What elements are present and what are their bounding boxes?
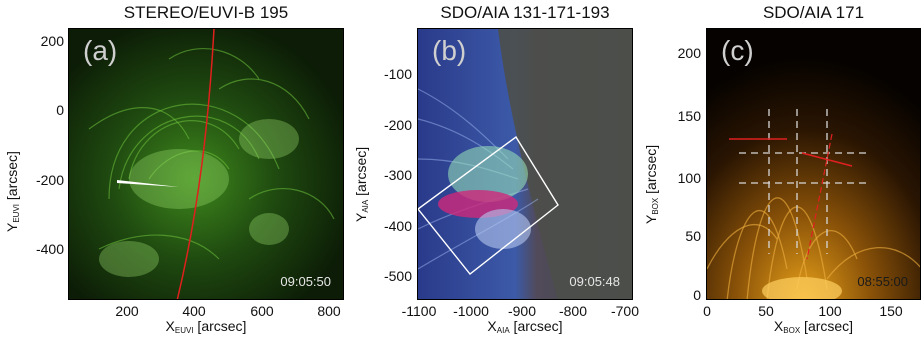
- panel-c-image: (c) 08:55:00: [706, 28, 921, 300]
- panel-c-ytick: 50: [685, 228, 701, 244]
- panel-c-ytick: 150: [677, 108, 701, 124]
- panel-b-timestamp: 09:05:48: [569, 274, 620, 289]
- panel-b-xlabel: XAIA [arcsec]: [487, 318, 563, 335]
- panel-a-xtick: 800: [317, 303, 341, 319]
- panel-a-xtick: 400: [182, 303, 206, 319]
- panel-b-xtick: -800: [558, 303, 588, 319]
- panel-b-ytick: -300: [383, 167, 412, 183]
- panel-b-ylabel: YAIA [arcsec]: [353, 146, 370, 222]
- panel-c-xtick: 0: [703, 303, 711, 319]
- panel-a-letter: (a): [83, 35, 118, 66]
- panel-c-ytick: 200: [677, 45, 701, 61]
- panel-b-ytick: -400: [383, 218, 412, 234]
- panel-a-image: (a) 09:05:50: [68, 28, 344, 300]
- panel-c-ylabel: YBOX [arcsec]: [643, 144, 660, 224]
- panel-c-ytick: 0: [693, 287, 701, 303]
- panel-b-xtick: -700: [610, 303, 640, 319]
- panel-b-ytick: -200: [383, 117, 412, 133]
- panel-a-ytick: 0: [56, 102, 64, 118]
- panel-b-xtick: -900: [507, 303, 537, 319]
- panel-a-xtick: 200: [115, 303, 139, 319]
- panel-c-xtick: 150: [879, 303, 903, 319]
- panel-b-xtick: -1000: [453, 303, 489, 319]
- panel-a-ylabel: YEUVI [arcsec]: [4, 151, 21, 232]
- panel-b-ytick: -100: [383, 66, 412, 82]
- panel-c-ytick: 100: [677, 170, 701, 186]
- panel-b-title: SDO/AIA 131-171-193: [440, 3, 610, 22]
- panel-c-title: SDO/AIA 171: [762, 3, 865, 22]
- panel-c-xtick: 100: [818, 303, 842, 319]
- panel-a-timestamp: 09:05:50: [280, 274, 331, 289]
- panel-a-xtick: 600: [250, 303, 274, 319]
- panel-b-xtick: -1100: [401, 303, 437, 319]
- panel-c-timestamp: 08:55:00: [857, 274, 908, 289]
- panel-a-ytick: -200: [35, 172, 64, 188]
- panel-c-letter: (c): [721, 35, 754, 66]
- panel-b-ytick: -500: [383, 268, 412, 284]
- panel-a-xlabel: XEUVI [arcsec]: [165, 318, 247, 335]
- panel-c-xtick: 50: [758, 303, 774, 319]
- panel-a-ytick: 200: [40, 33, 64, 49]
- panel-b-letter: (b): [432, 35, 467, 66]
- panel-c-xlabel: XBOX [arcsec]: [773, 318, 854, 335]
- panel-a-title: STEREO/EUVI-B 195: [123, 3, 289, 22]
- panel-b-image: (b) 09:05:48: [417, 28, 633, 300]
- panel-a-ytick: -400: [35, 241, 64, 257]
